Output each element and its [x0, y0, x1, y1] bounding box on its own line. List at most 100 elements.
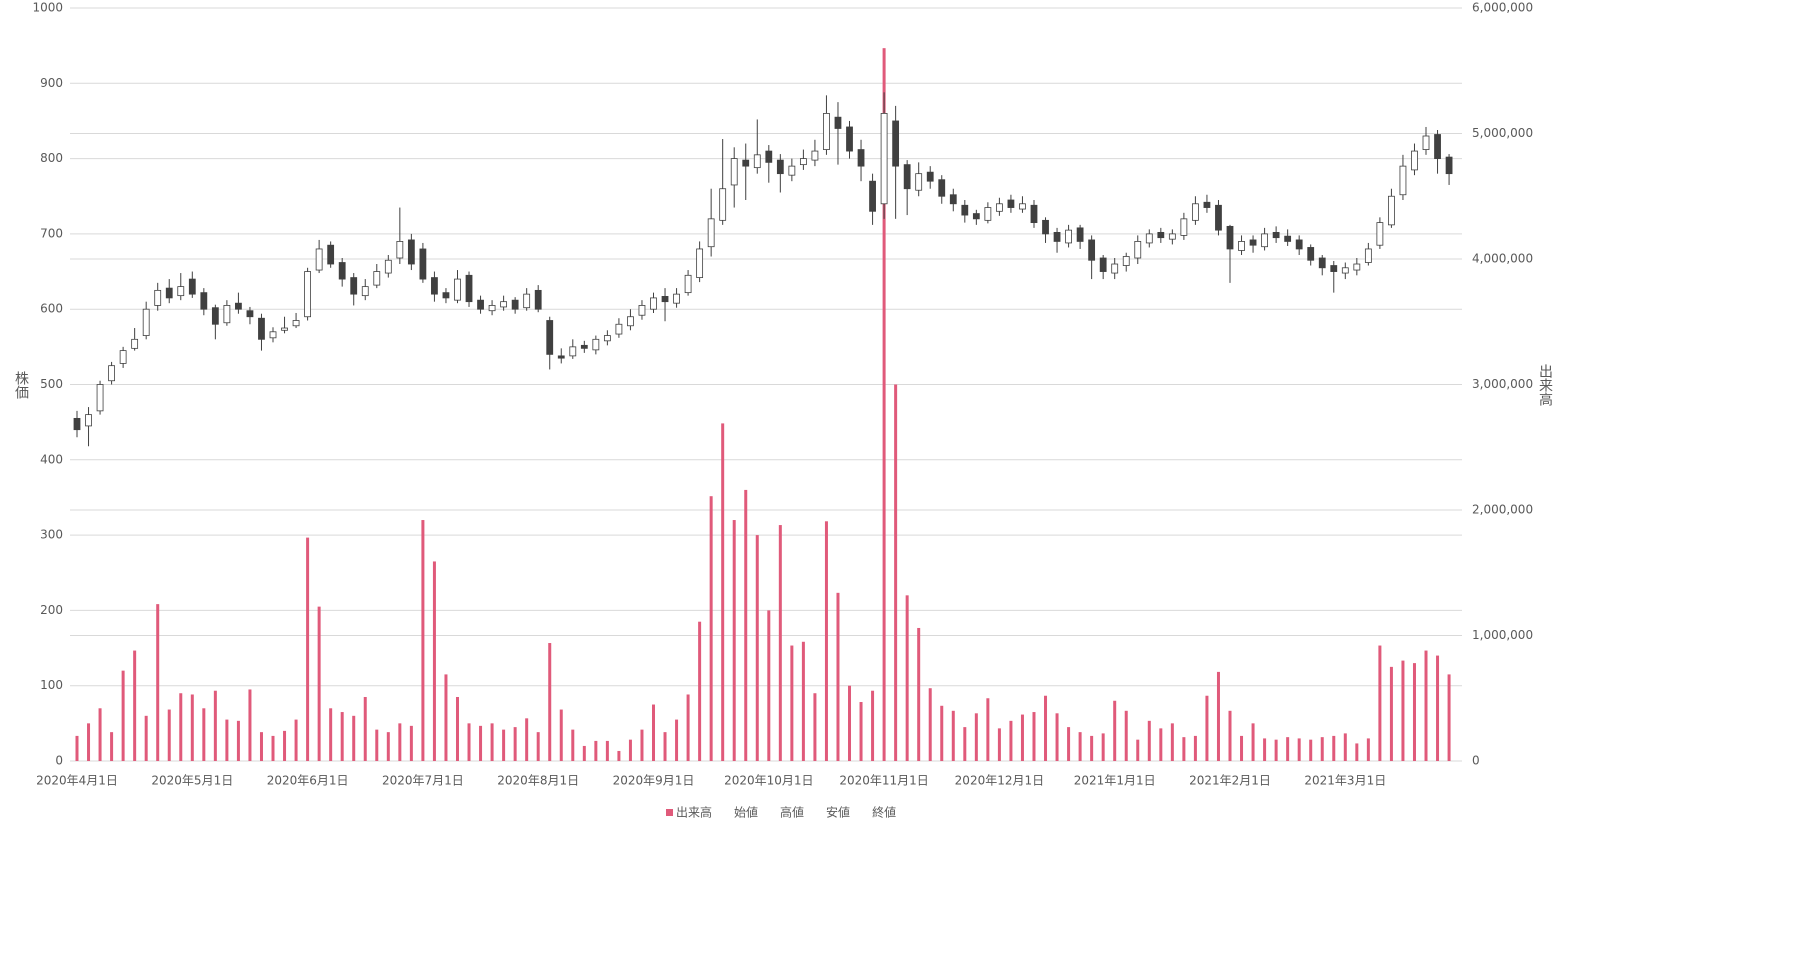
volume-bar [848, 685, 852, 761]
volume-bar [559, 709, 563, 761]
candle-body [108, 365, 115, 382]
y-tick-label: 800 [40, 151, 63, 165]
candle-body [1111, 263, 1119, 274]
volume-bar [271, 735, 275, 761]
volume-bar [882, 48, 886, 762]
volume-bar [363, 696, 367, 761]
candle-body [131, 338, 139, 349]
candle-body [338, 262, 346, 280]
candle-body [903, 164, 911, 190]
volume-bar [686, 694, 690, 761]
candle-body [1007, 199, 1015, 208]
volume-bar [1436, 655, 1440, 761]
y-tick-label: 200 [40, 603, 63, 617]
volume-bar [110, 732, 114, 761]
candle-body [776, 159, 784, 175]
volume-bar [490, 723, 494, 761]
candle-body [892, 120, 900, 167]
x-tick-label: 2020年7月1日 [382, 774, 464, 788]
candle-body [638, 305, 646, 316]
volume-bar [167, 709, 171, 761]
candle-body [788, 165, 796, 176]
candle-body [1422, 135, 1430, 150]
volume-bar [640, 729, 644, 761]
candle-body [834, 116, 842, 129]
volume-bar [179, 693, 183, 761]
volume-bar [513, 727, 517, 761]
volume-bar [156, 604, 160, 761]
volume-bar [98, 708, 102, 761]
legend-label: 始値 [734, 805, 758, 820]
candle-body [1261, 233, 1268, 248]
volume-bar [871, 690, 875, 761]
volume-bar [1297, 738, 1301, 761]
volume-bar [1101, 733, 1105, 761]
candle-body [823, 113, 830, 150]
y-tick-label: 900 [40, 76, 63, 90]
volume-bar [801, 641, 805, 761]
volume-bar [1401, 660, 1405, 761]
volume-bar [1182, 737, 1186, 761]
candle-body [603, 335, 611, 342]
y2-tick-label: 1,000,000 [1472, 628, 1533, 642]
candle-body [534, 289, 542, 310]
y2-tick-label: 3,000,000 [1472, 377, 1533, 391]
volume-bar [894, 384, 898, 761]
volume-bar [1170, 723, 1174, 761]
volume-bar [1240, 735, 1244, 761]
volume-bar [790, 645, 794, 761]
candle-body [949, 194, 957, 205]
volume-bar [813, 693, 817, 761]
candle-body [154, 289, 162, 306]
volume-bar [1124, 710, 1128, 761]
volume-bar [1159, 728, 1163, 761]
candle-body [281, 327, 288, 331]
volume-bar [605, 740, 609, 761]
y-tick-label: 600 [40, 302, 63, 316]
candle-body [707, 218, 715, 248]
candle-body [165, 287, 173, 299]
candle-body [1341, 267, 1349, 274]
y-tick-label: 700 [40, 226, 63, 240]
candle-body [938, 179, 946, 197]
candle-body [361, 286, 369, 297]
volume-bar [340, 712, 344, 761]
candle-body [1238, 241, 1245, 251]
candle-body [384, 259, 392, 274]
candle-body [419, 248, 427, 280]
candle-body [269, 331, 277, 339]
candle-body [1065, 229, 1072, 244]
legend-label: 終値 [872, 805, 896, 820]
volume-bar [1136, 739, 1140, 761]
volume-bar [502, 729, 506, 761]
volume-bar [294, 719, 298, 761]
candle-body [811, 150, 819, 161]
volume-bar [259, 732, 263, 761]
volume-bar [1078, 732, 1082, 761]
legend-label: 高値 [780, 805, 804, 820]
volume-bar [1263, 738, 1267, 761]
volume-bar [1332, 735, 1336, 761]
candle-body [661, 295, 669, 303]
candle-body [1134, 241, 1142, 259]
volume-bar [1366, 738, 1370, 761]
volume-bar [248, 689, 252, 761]
candle-body [119, 350, 127, 364]
volume-bar [1412, 663, 1416, 761]
volume-bar [582, 745, 586, 761]
volume-bar [1067, 727, 1071, 761]
volume-bar [836, 592, 840, 761]
volume-bar [444, 674, 448, 761]
candle-body [1388, 195, 1395, 226]
candle-body [350, 277, 358, 295]
x-tick-label: 2021年2月1日 [1189, 774, 1271, 788]
volume-bar [1147, 720, 1151, 761]
y2-tick-label: 5,000,000 [1472, 126, 1533, 140]
volume-bar [675, 719, 679, 761]
x-tick-label: 2020年8月1日 [497, 774, 579, 788]
candle-body [684, 274, 692, 294]
volume-bar [1090, 735, 1094, 761]
x-tick-label: 2021年1月1日 [1074, 774, 1156, 788]
volume-bar [1355, 743, 1359, 761]
candle-body [650, 297, 657, 310]
